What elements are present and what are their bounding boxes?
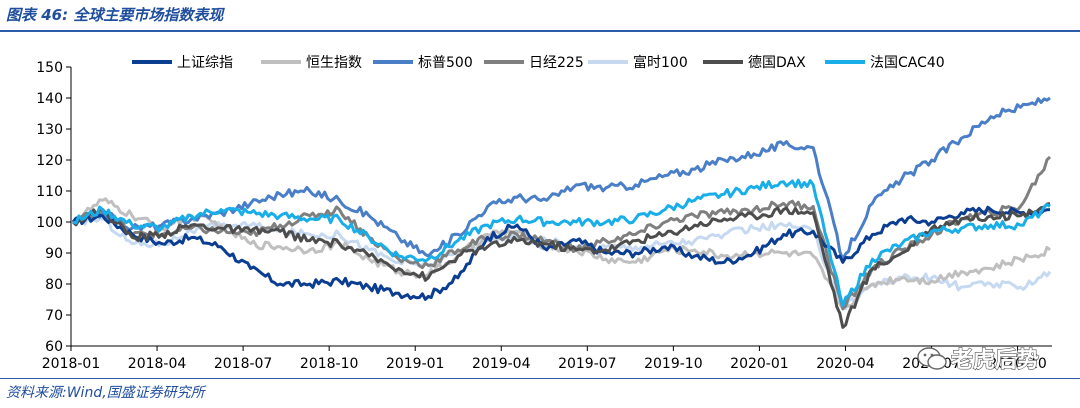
chart-series-lines <box>71 96 1052 329</box>
y-tick-label: 90 <box>45 246 63 262</box>
legend-label: 日经225 <box>529 55 584 71</box>
legend-label: 恒生指数 <box>306 55 362 71</box>
y-tick-label: 70 <box>45 308 63 324</box>
legend-label: 法国CAC40 <box>870 55 945 71</box>
x-tick-label: 2019-04 <box>472 356 531 372</box>
y-tick-label: 80 <box>45 277 63 293</box>
x-tick-label: 2020-10 <box>988 356 1047 372</box>
y-tick-label: 110 <box>36 184 63 200</box>
legend-label: 德国DAX <box>748 55 806 71</box>
x-tick-label: 2019-10 <box>644 356 703 372</box>
x-tick-label: 2018-07 <box>214 356 273 372</box>
x-tick-label: 2019-07 <box>558 356 617 372</box>
series-line <box>71 201 1051 329</box>
chart-legend: 上证综指 恒生指数 标普500 日经225 富时100 德国DAX 法国CAC40 <box>132 54 945 71</box>
wechat-icon <box>917 347 947 370</box>
watermark-text: 老虎后势 <box>950 347 1039 373</box>
y-tick-label: 130 <box>36 122 63 138</box>
series-line <box>71 205 1051 301</box>
y-tick-label: 100 <box>36 215 63 231</box>
figure-title: 图表 46: 全球主要市场指数表现 <box>6 6 224 24</box>
y-tick-label: 140 <box>36 91 63 107</box>
legend-label: 上证综指 <box>177 55 233 71</box>
legend-label: 富时100 <box>633 54 688 71</box>
series-line <box>72 96 1051 261</box>
legend-label: 标普500 <box>418 55 473 71</box>
x-tick-label: 2018-04 <box>128 356 187 372</box>
y-tick-label: 120 <box>36 153 63 169</box>
x-tick-label: 2019-01 <box>386 356 445 372</box>
series-line <box>72 178 1051 308</box>
source-note: 资料来源:Wind,国盛证券研究所 <box>6 385 205 401</box>
chart-axes: 60 70 80 90 100 110 120 130 140 150 2018-01 2018-04… <box>36 60 1052 372</box>
x-tick-label: 2018-10 <box>300 356 359 372</box>
x-tick-label: 2018-01 <box>42 356 101 372</box>
source-rule <box>0 378 1080 379</box>
y-tick-label: 60 <box>45 339 63 355</box>
watermark: 老虎后势 <box>917 346 1040 374</box>
y-tick-label: 150 <box>36 60 63 76</box>
series-line <box>72 155 1052 311</box>
title-rule <box>0 30 1080 32</box>
x-tick-label: 2020-01 <box>730 356 789 372</box>
x-tick-label: 2020-04 <box>816 356 875 372</box>
